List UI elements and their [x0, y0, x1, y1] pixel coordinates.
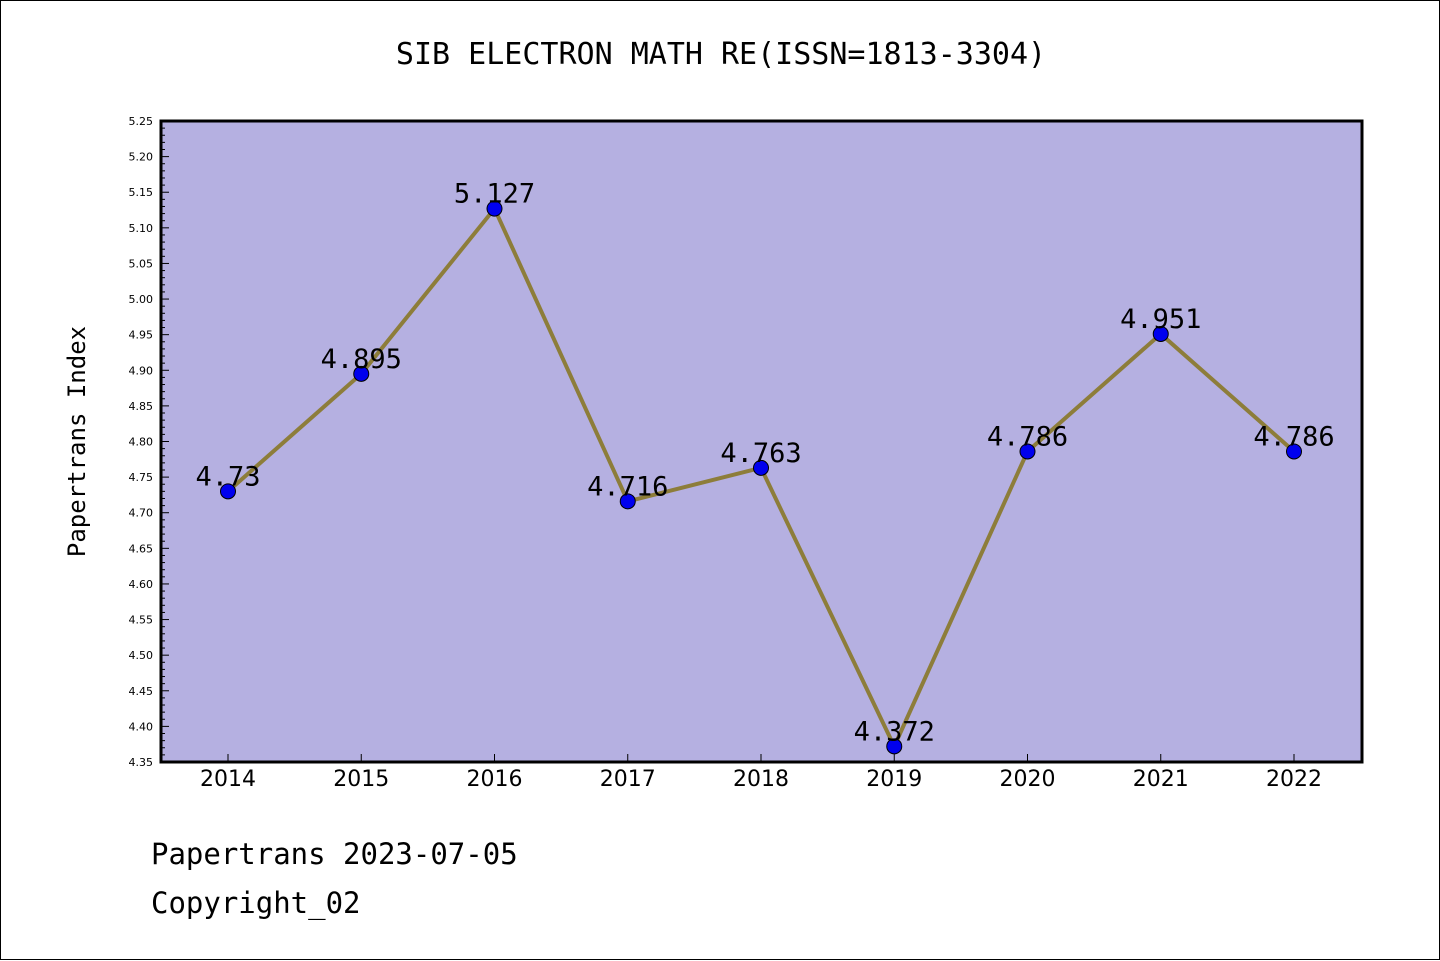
data-label: 4.951: [1120, 304, 1201, 335]
data-point: [486, 200, 503, 217]
plot-frame: [159, 119, 1364, 764]
y-tick-label: 4.60: [129, 578, 154, 591]
data-label: 4.763: [720, 438, 801, 469]
y-tick-label: 4.35: [129, 756, 154, 769]
y-tick-label: 5.05: [129, 257, 154, 270]
plot-area: [161, 121, 1362, 762]
y-tick-label: 4.85: [129, 400, 154, 413]
data-point: [1019, 443, 1036, 460]
data-label: 4.716: [587, 471, 668, 502]
data-point: [1286, 443, 1302, 460]
data-point: [220, 483, 236, 500]
y-tick-label: 4.45: [129, 685, 154, 698]
data-label: 4.786: [1253, 421, 1334, 452]
data-label: 5.127: [454, 179, 535, 210]
x-tick-label: 2016: [467, 767, 523, 792]
data-point: [353, 365, 370, 382]
y-tick-label: 4.50: [129, 649, 154, 662]
y-tick-label: 4.95: [129, 329, 154, 342]
y-tick-label: 5.15: [129, 186, 154, 199]
data-point: [886, 738, 903, 755]
x-tick-label: 2020: [1000, 767, 1056, 792]
data-label: 4.73: [195, 461, 260, 492]
x-tick-label: 2022: [1266, 767, 1322, 792]
y-tick-label: 4.80: [129, 436, 154, 449]
x-tick-label: 2015: [333, 767, 389, 792]
y-tick-label: 4.65: [129, 542, 154, 555]
footer-copyright: Copyright_02: [151, 886, 361, 920]
x-tick-label: 2017: [600, 767, 656, 792]
x-tick-label: 2014: [200, 767, 256, 792]
y-tick-label: 4.40: [129, 720, 154, 733]
y-tick-label: 4.55: [129, 614, 154, 627]
data-point: [1152, 325, 1169, 342]
chart-title: SIB ELECTRON MATH RE(ISSN=1813-3304): [395, 37, 1047, 72]
y-tick-label: 5.00: [129, 293, 154, 306]
y-tick-label: 5.10: [129, 222, 154, 235]
x-tick-label: 2018: [733, 767, 789, 792]
y-tick-label: 5.20: [129, 151, 154, 164]
data-label: 4.372: [854, 716, 935, 747]
data-point: [753, 459, 769, 476]
y-tick-label: 4.75: [129, 471, 154, 484]
y-tick-label: 4.90: [129, 364, 154, 377]
x-tick-label: 2019: [866, 767, 922, 792]
data-label: 4.895: [321, 344, 402, 375]
y-axis-label: Papertrans Index: [63, 326, 91, 557]
data-point: [619, 493, 636, 510]
y-tick-label: 4.70: [129, 507, 154, 520]
y-tick-label: 5.25: [129, 115, 154, 128]
footer-date: Papertrans 2023-07-05: [151, 837, 518, 871]
data-label: 4.786: [987, 421, 1068, 452]
x-tick-label: 2021: [1133, 767, 1189, 792]
